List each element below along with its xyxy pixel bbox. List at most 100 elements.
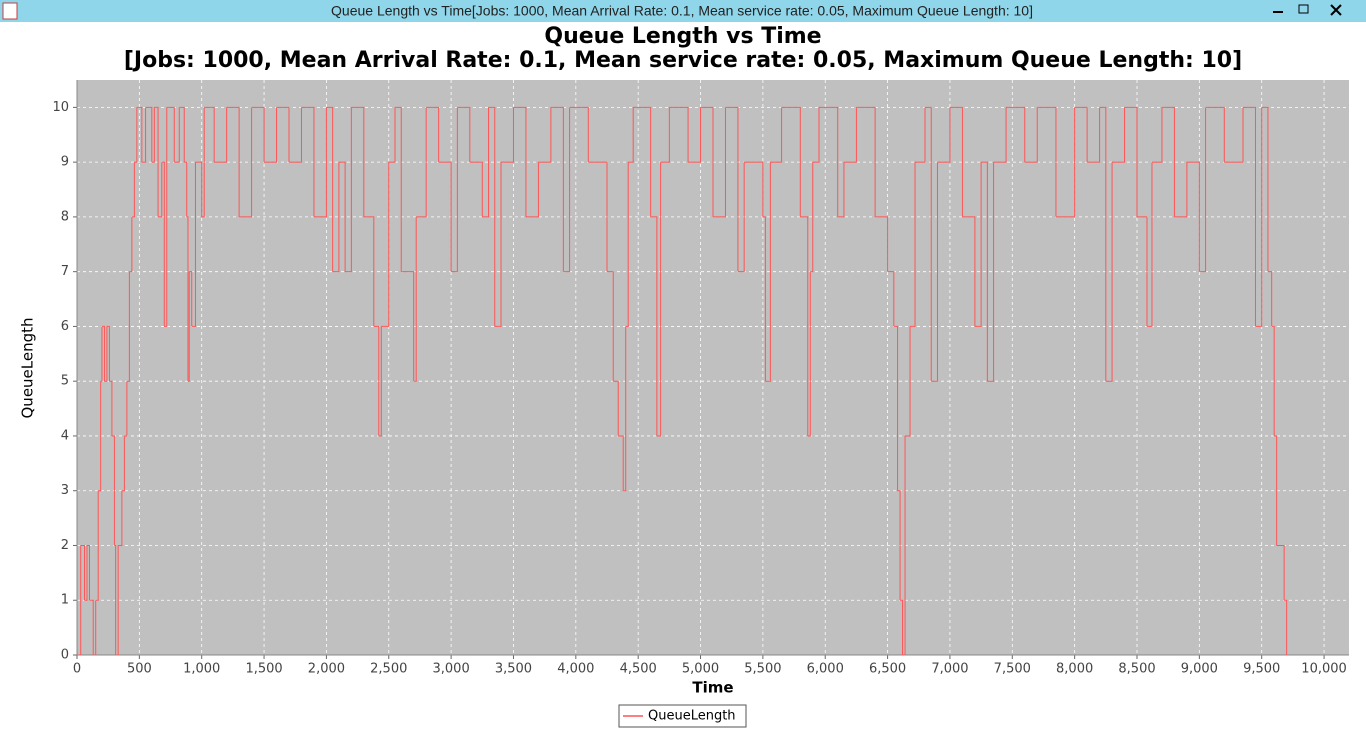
line-step (186, 216, 189, 382)
line-step (129, 216, 133, 273)
line-step (713, 107, 726, 218)
line-step (114, 544, 117, 655)
line-step (618, 435, 624, 491)
line-step (118, 490, 123, 546)
x-tick-label: 3,500 (495, 662, 532, 677)
x-tick-label: 4,500 (620, 662, 657, 677)
line-step (80, 544, 85, 601)
y-tick-label: 7 (61, 264, 69, 279)
legend: QueueLength (618, 704, 747, 728)
window-title: Queue Length vs Time[Jobs: 1000, Mean Ar… (331, 3, 1033, 19)
line-step (1271, 325, 1275, 436)
line-step (136, 106, 143, 163)
x-axis-label: Time (692, 679, 733, 697)
line-step (1037, 106, 1057, 217)
line-step (301, 106, 315, 217)
line-step (226, 106, 240, 217)
line-step (154, 106, 159, 217)
y-tick-label: 8 (61, 209, 69, 224)
line-step (1087, 107, 1101, 163)
line-step (588, 161, 608, 272)
line-step (949, 106, 963, 217)
x-tick-label: 9,000 (1181, 662, 1218, 677)
x-tick-label: 6,000 (807, 662, 844, 677)
line-step (413, 216, 417, 382)
line-step (84, 545, 88, 601)
line-step (115, 545, 119, 656)
x-tick-label: 4,000 (557, 662, 594, 677)
line-step (781, 106, 801, 217)
line-step (563, 107, 571, 273)
line-step (1267, 271, 1273, 327)
line-step (214, 107, 228, 163)
line-step (124, 381, 128, 437)
line-step (800, 216, 809, 436)
line-step (810, 162, 814, 273)
y-tick-label: 6 (61, 319, 69, 334)
line-step (1112, 107, 1126, 163)
line-step (613, 380, 619, 436)
line-step (762, 216, 766, 382)
line-step (807, 271, 811, 437)
line-step (289, 107, 302, 163)
x-tick-label: 2,000 (308, 662, 345, 677)
line-step (625, 162, 629, 327)
line-step (981, 161, 988, 382)
line-step (987, 162, 995, 382)
line-step (131, 162, 135, 218)
close-button[interactable] (1330, 4, 1342, 16)
line-step (1274, 435, 1278, 546)
x-tick-label: 5,000 (682, 662, 719, 677)
line-step (378, 326, 382, 437)
line-step (381, 162, 390, 327)
line-step (887, 271, 895, 327)
x-tick-label: 7,000 (931, 662, 968, 677)
line-step (264, 107, 278, 163)
line-step (134, 107, 138, 163)
line-step (77, 545, 82, 656)
line-step (373, 325, 380, 436)
line-step (725, 106, 739, 272)
line-step (525, 162, 539, 218)
line-step (656, 162, 662, 437)
line-step (931, 162, 938, 382)
line-step (276, 106, 290, 163)
line-step (902, 435, 906, 656)
line-step (856, 106, 876, 217)
line-step (395, 106, 402, 272)
line-step (893, 325, 899, 491)
y-tick-label: 3 (61, 483, 69, 498)
line-step (416, 107, 427, 218)
line-step (166, 106, 175, 163)
line-step (482, 107, 490, 218)
line-step (1161, 106, 1175, 217)
title-bar (0, 0, 1366, 22)
line-step (184, 161, 188, 217)
line-step (401, 271, 415, 382)
line-step (915, 107, 926, 163)
line-step (251, 106, 265, 163)
x-tick-label: 8,000 (1056, 662, 1093, 677)
line-step (607, 271, 614, 382)
restore-button[interactable] (1298, 4, 1309, 14)
line-step (910, 162, 916, 327)
y-tick-label: 2 (61, 538, 69, 553)
x-tick-label: 6,500 (869, 662, 906, 677)
line-step (488, 106, 496, 327)
line-step (313, 107, 327, 218)
line-step (109, 380, 113, 436)
line-step (345, 107, 352, 273)
line-step (1205, 106, 1225, 163)
line-step (1074, 106, 1088, 163)
line-step (1055, 107, 1076, 218)
line-step (550, 106, 564, 272)
line-step (1024, 107, 1038, 163)
x-tick-label: 7,500 (994, 662, 1031, 677)
line-step (351, 106, 365, 217)
y-tick-label: 9 (61, 155, 69, 170)
line-step (1105, 162, 1113, 382)
line-step (905, 326, 911, 437)
x-tick-label: 3,000 (433, 662, 470, 677)
